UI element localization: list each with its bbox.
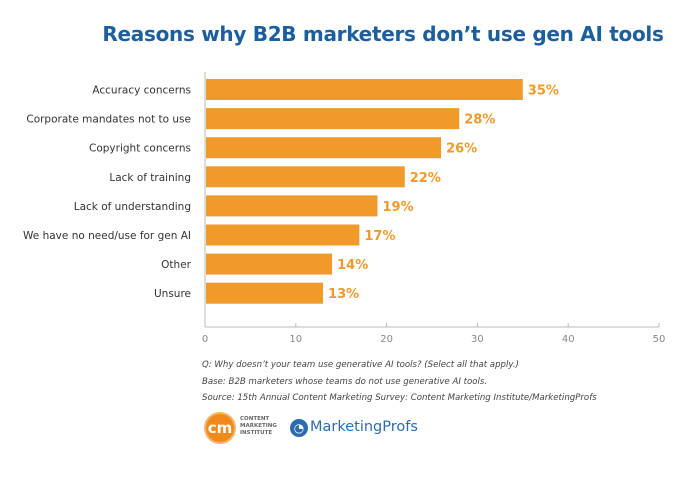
- bar: [206, 253, 333, 275]
- question-note: Q: Why doesn’t your team use generative …: [202, 360, 519, 370]
- category-label: Corporate mandates not to use: [26, 114, 191, 126]
- source-note: Source: 15th Annual Content Marketing Su…: [202, 393, 597, 403]
- base-note: Base: B2B marketers whose teams do not u…: [202, 376, 488, 387]
- category-label: Copyright concerns: [89, 143, 191, 155]
- bar: [206, 79, 523, 100]
- bar: [206, 108, 460, 130]
- x-tick-label: 40: [562, 334, 575, 345]
- data-label: 19%: [383, 200, 414, 215]
- cmi-logo-text: CONTENT MARKETING INSTITUTE: [240, 416, 277, 436]
- data-label: 35%: [528, 84, 559, 99]
- category-label: Lack of training: [109, 172, 191, 184]
- category-label: Other: [161, 259, 191, 271]
- data-label: 22%: [410, 171, 441, 186]
- x-tick-label: 10: [289, 334, 302, 345]
- data-label: 17%: [364, 229, 395, 244]
- data-label: 14%: [337, 258, 368, 273]
- chart-title: Reasons why B2B marketers don’t use gen …: [102, 22, 664, 46]
- cmi-logo-icon: cm: [204, 412, 236, 444]
- x-tick-label: 20: [380, 334, 393, 345]
- category-label: We have no need/use for gen AI: [23, 230, 191, 242]
- category-label: Lack of understanding: [74, 201, 191, 213]
- category-label: Accuracy concerns: [92, 85, 191, 97]
- x-tick-label: 30: [471, 334, 484, 345]
- bar: [206, 195, 378, 217]
- x-tick-label: 0: [202, 334, 208, 345]
- chart-notes: Q: Why doesn’t your team use generative …: [202, 357, 597, 407]
- bar: [206, 224, 360, 246]
- bar: [206, 282, 324, 304]
- bar: [206, 166, 405, 188]
- data-label: 28%: [464, 113, 495, 128]
- data-label: 13%: [328, 287, 359, 302]
- bar: [206, 137, 442, 159]
- marketingprofs-logo-icon: ◔: [290, 419, 308, 437]
- x-tick-label: 50: [653, 334, 666, 345]
- data-label: 26%: [446, 142, 477, 157]
- marketingprofs-logo-text: MarketingProfs: [310, 419, 418, 435]
- category-label: Unsure: [154, 288, 191, 300]
